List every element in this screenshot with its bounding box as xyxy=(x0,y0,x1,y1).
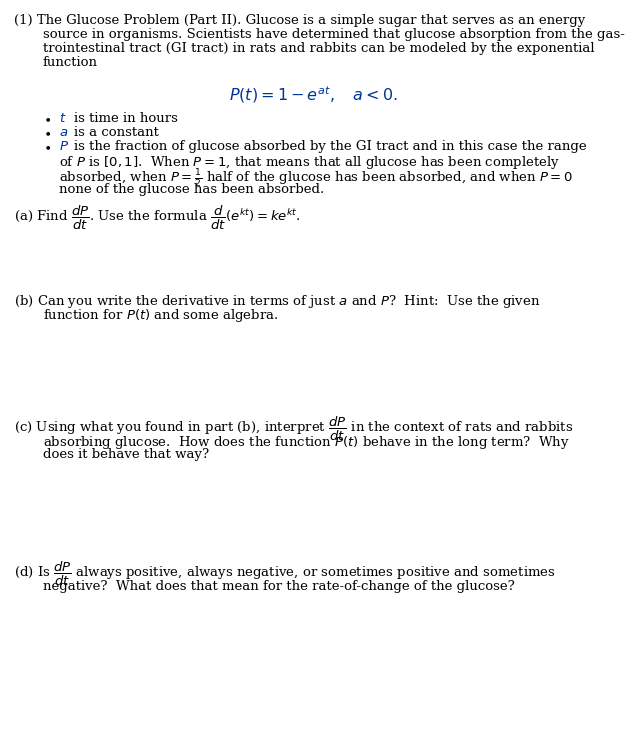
Text: negative?  What does that mean for the rate-of-change of the glucose?: negative? What does that mean for the ra… xyxy=(43,580,515,593)
Text: (c) Using what you found in part (b), interpret $\dfrac{dP}{dt}$ in the context : (c) Using what you found in part (b), in… xyxy=(14,415,573,443)
Text: $P$: $P$ xyxy=(59,140,69,153)
Text: function: function xyxy=(43,56,98,69)
Text: $a$: $a$ xyxy=(59,126,69,139)
Text: is time in hours: is time in hours xyxy=(74,112,178,125)
Text: (d) Is $\dfrac{dP}{dt}$ always positive, always negative, or sometimes positive : (d) Is $\dfrac{dP}{dt}$ always positive,… xyxy=(14,560,556,588)
Text: $\bullet$: $\bullet$ xyxy=(43,112,51,125)
Text: none of the glucose has been absorbed.: none of the glucose has been absorbed. xyxy=(59,183,325,196)
Text: trointestinal tract (GI tract) in rats and rabbits can be modeled by the exponen: trointestinal tract (GI tract) in rats a… xyxy=(43,42,594,55)
Text: (a) Find $\dfrac{dP}{dt}$. Use the formula $\dfrac{d}{dt}\left(e^{kt}\right) = k: (a) Find $\dfrac{dP}{dt}$. Use the formu… xyxy=(14,204,300,232)
Text: (b) Can you write the derivative in terms of just $a$ and $P$?  Hint:  Use the g: (b) Can you write the derivative in term… xyxy=(14,293,540,310)
Text: is the fraction of glucose absorbed by the GI tract and in this case the range: is the fraction of glucose absorbed by t… xyxy=(74,140,587,153)
Text: absorbing glucose.  How does the function $P(t)$ behave in the long term?  Why: absorbing glucose. How does the function… xyxy=(43,434,570,451)
Text: does it behave that way?: does it behave that way? xyxy=(43,448,208,461)
Text: $P(t) = 1 - e^{at}, \quad a < 0.$: $P(t) = 1 - e^{at}, \quad a < 0.$ xyxy=(228,84,398,105)
Text: source in organisms. Scientists have determined that glucose absorption from the: source in organisms. Scientists have det… xyxy=(43,28,625,41)
Text: is a constant: is a constant xyxy=(74,126,159,139)
Text: $t$: $t$ xyxy=(59,112,67,125)
Text: of $P$ is $[0, 1]$.  When $P = 1$, that means that all glucose has been complete: of $P$ is $[0, 1]$. When $P = 1$, that m… xyxy=(59,154,561,171)
Text: absorbed, when $P = \frac{1}{2}$ half of the glucose has been absorbed, and when: absorbed, when $P = \frac{1}{2}$ half of… xyxy=(59,168,573,190)
Text: $\bullet$: $\bullet$ xyxy=(43,140,51,153)
Text: $\bullet$: $\bullet$ xyxy=(43,126,51,139)
Text: function for $P(t)$ and some algebra.: function for $P(t)$ and some algebra. xyxy=(43,307,278,324)
Text: (1) The Glucose Problem (Part II). Glucose is a simple sugar that serves as an e: (1) The Glucose Problem (Part II). Gluco… xyxy=(14,14,585,27)
